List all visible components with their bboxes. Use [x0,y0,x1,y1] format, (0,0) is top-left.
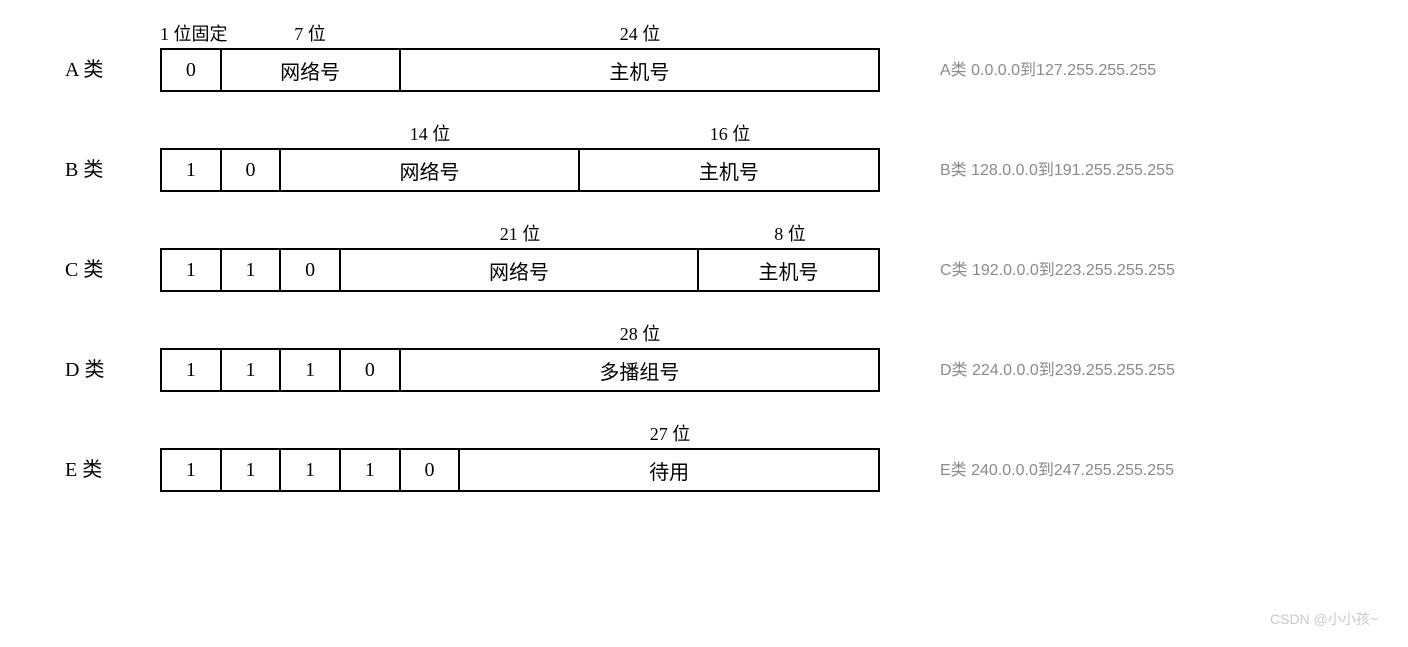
bit-width-label: 27 位 [460,420,880,448]
bit-width-label: 24 位 [400,20,880,48]
ip-range: D类 224.0.0.0到239.255.255.255 [880,356,1360,392]
bar-cell: 1 [162,350,222,390]
bar-cell: 1 [162,250,222,290]
top-labels: 1 位固定7 位24 位 [160,20,880,48]
bit-width-label: 21 位 [340,220,700,248]
bit-width-label [160,120,280,148]
class-row: C 类21 位8 位110网络号主机号C类 192.0.0.0到223.255.… [40,220,1360,292]
bar-cell: 待用 [460,450,878,490]
bit-width-label [160,320,400,348]
bit-width-label: 14 位 [280,120,580,148]
bar-cell: 1 [222,250,282,290]
bar-cell: 0 [341,350,401,390]
address-bar: 11110待用 [160,448,880,492]
bar-cell: 网络号 [222,50,401,90]
class-row: E 类27 位11110待用E类 240.0.0.0到247.255.255.2… [40,420,1360,492]
class-label: A 类 [40,53,160,92]
top-labels: 27 位 [160,420,880,448]
bit-width-label: 1 位固定 [160,20,220,48]
bar-wrap: 14 位16 位10网络号主机号 [160,120,880,192]
top-labels: 14 位16 位 [160,120,880,148]
bar-cell: 1 [162,150,222,190]
bit-width-label [160,220,340,248]
address-bar: 1110多播组号 [160,348,880,392]
bit-width-label [160,420,460,448]
ip-class-diagram: A 类1 位固定7 位24 位0网络号主机号A类 0.0.0.0到127.255… [40,20,1360,492]
bar-cell: 1 [222,450,282,490]
bar-cell: 网络号 [281,150,579,190]
ip-range: E类 240.0.0.0到247.255.255.255 [880,456,1360,492]
address-bar: 10网络号主机号 [160,148,880,192]
top-labels: 21 位8 位 [160,220,880,248]
bar-cell: 网络号 [341,250,699,290]
ip-range: C类 192.0.0.0到223.255.255.255 [880,256,1360,292]
class-label: C 类 [40,253,160,292]
bit-width-label: 7 位 [220,20,400,48]
bar-wrap: 27 位11110待用 [160,420,880,492]
bar-cell: 主机号 [580,150,878,190]
class-label: D 类 [40,353,160,392]
address-bar: 0网络号主机号 [160,48,880,92]
bit-width-label: 28 位 [400,320,880,348]
bar-cell: 主机号 [699,250,878,290]
bar-cell: 1 [281,450,341,490]
bar-cell: 1 [222,350,282,390]
bar-cell: 1 [341,450,401,490]
top-labels: 28 位 [160,320,880,348]
bar-cell: 0 [401,450,461,490]
watermark: CSDN @小小孩~ [1270,609,1378,629]
address-bar: 110网络号主机号 [160,248,880,292]
bar-wrap: 1 位固定7 位24 位0网络号主机号 [160,20,880,92]
bar-cell: 多播组号 [401,350,878,390]
bit-width-label: 16 位 [580,120,880,148]
bar-cell: 0 [162,50,222,90]
bit-width-label: 8 位 [700,220,880,248]
bar-wrap: 21 位8 位110网络号主机号 [160,220,880,292]
bar-cell: 1 [162,450,222,490]
class-label: E 类 [40,453,160,492]
bar-wrap: 28 位1110多播组号 [160,320,880,392]
ip-range: A类 0.0.0.0到127.255.255.255 [880,56,1360,92]
class-row: A 类1 位固定7 位24 位0网络号主机号A类 0.0.0.0到127.255… [40,20,1360,92]
bar-cell: 主机号 [401,50,878,90]
bar-cell: 0 [281,250,341,290]
bar-cell: 0 [222,150,282,190]
class-row: D 类28 位1110多播组号D类 224.0.0.0到239.255.255.… [40,320,1360,392]
ip-range: B类 128.0.0.0到191.255.255.255 [880,156,1360,192]
bar-cell: 1 [281,350,341,390]
class-row: B 类14 位16 位10网络号主机号B类 128.0.0.0到191.255.… [40,120,1360,192]
class-label: B 类 [40,153,160,192]
